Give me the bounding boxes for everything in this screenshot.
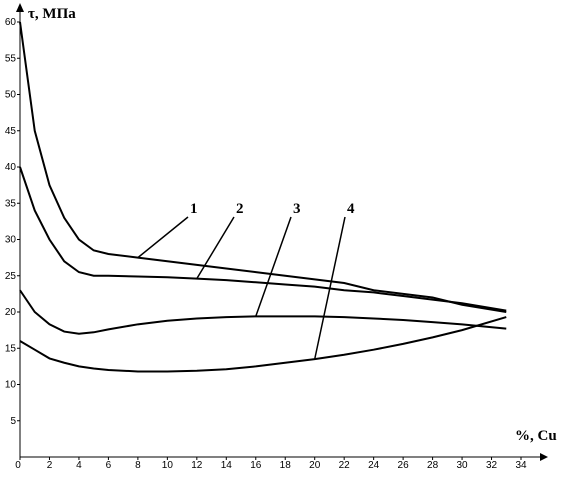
line-series [19,289,507,335]
x-tick-label: 8 [135,460,141,471]
leader-line [196,216,235,280]
y-axis-label: τ, МПа [28,6,76,22]
y-tick-label: 10 [5,380,17,391]
line-series [19,21,507,313]
y-tick-label: 45 [5,126,17,137]
x-tick-label: 2 [47,460,53,471]
x-tick-label: 12 [191,460,203,471]
series-label: 2 [236,201,244,217]
x-tick-label: 26 [398,460,410,471]
x-tick-label: 24 [368,460,380,471]
x-arrow [540,453,548,461]
x-tick-label: 0 [15,460,21,471]
leader-line [255,216,292,317]
y-tick-label: 25 [5,271,17,282]
y-tick-label: 30 [5,235,17,246]
series-label: 3 [293,201,301,217]
y-tick-label: 60 [5,17,17,28]
leader-line [313,216,346,360]
x-tick-label: 22 [339,460,351,471]
x-tick-label: 20 [309,460,321,471]
x-tick-label: 18 [280,460,292,471]
series-label: 4 [347,201,355,217]
y-tick-label: 55 [5,53,17,64]
y-arrow [16,3,24,12]
x-tick-label: 6 [106,460,112,471]
y-tick-label: 50 [5,90,17,101]
series-label: 1 [190,201,198,217]
y-tick-label: 40 [5,162,17,173]
line-series [19,166,507,312]
x-tick-label: 4 [76,460,82,471]
y-tick-label: 35 [5,198,17,209]
x-tick-label: 10 [162,460,174,471]
x-tick-label: 28 [427,460,439,471]
y-tick-label: 15 [5,343,17,354]
x-tick-label: 16 [250,460,262,471]
x-axis-label: %, Cu [515,428,557,444]
y-tick-label: 20 [5,307,17,318]
x-tick-label: 14 [221,460,233,471]
leader-line [137,216,189,259]
x-tick-label: 32 [486,460,498,471]
y-tick-label: 5 [10,416,16,427]
line-series [19,316,507,373]
x-tick-label: 30 [456,460,468,471]
x-tick-label: 34 [515,460,527,471]
